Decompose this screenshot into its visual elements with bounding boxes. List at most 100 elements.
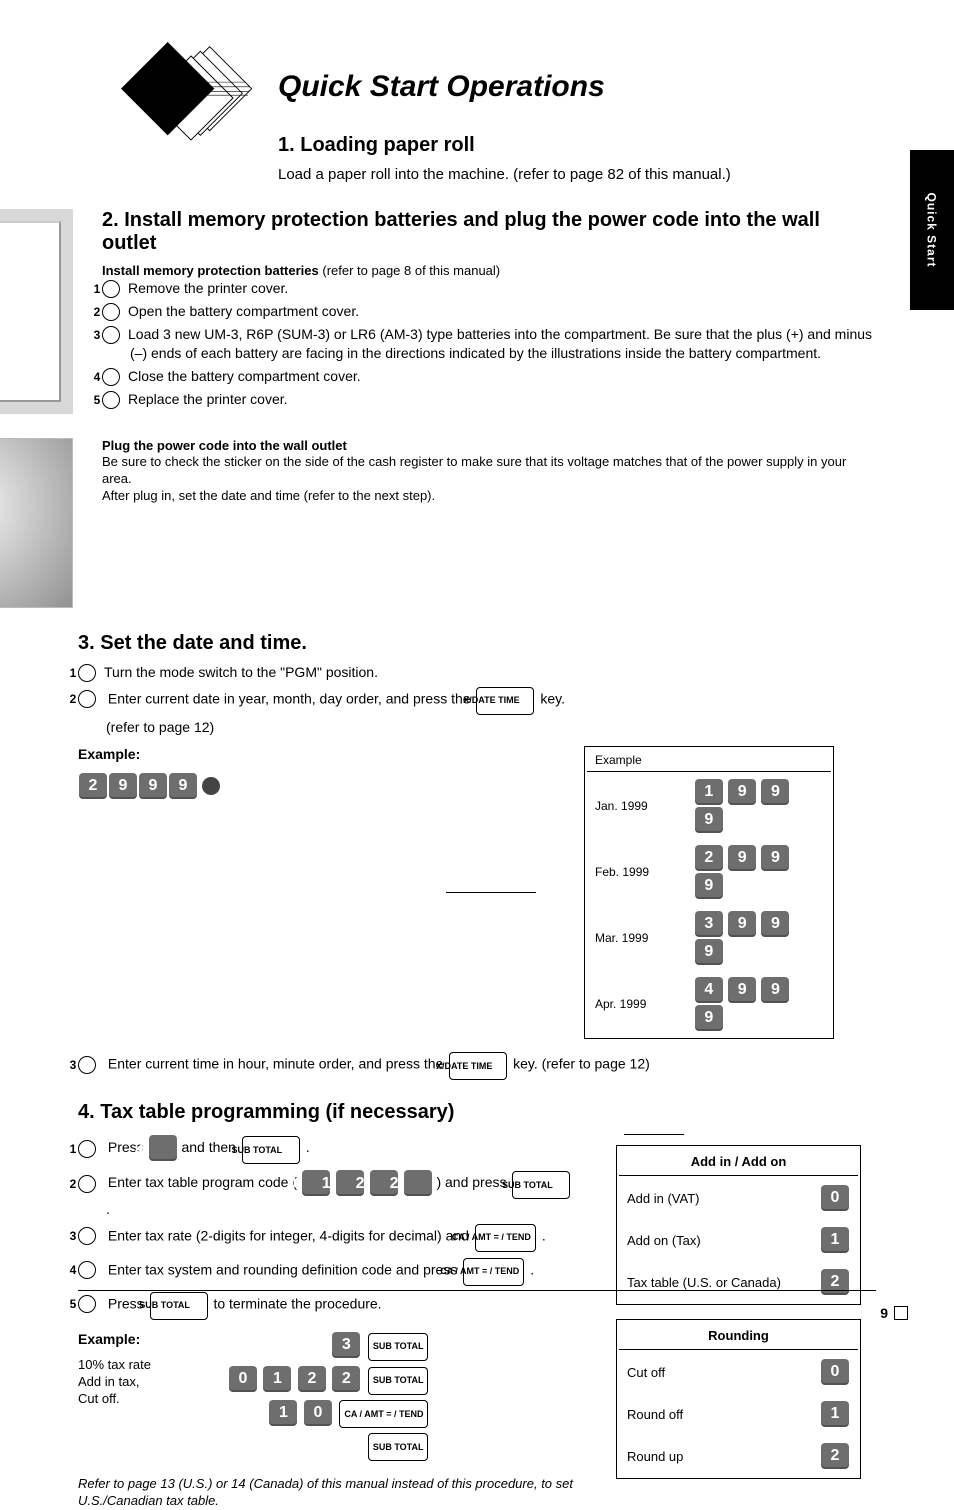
addin-head: Add in / Add on xyxy=(619,1148,858,1176)
digit-key: 9 xyxy=(761,779,789,805)
page-number-value: 9 xyxy=(880,1305,888,1321)
digit-key: 0 xyxy=(229,1366,257,1392)
step3-example-row: Example: 2 9 9 9 Example Jan. 1999 1 xyxy=(78,746,876,1039)
step4-ex-l3: Cut off. xyxy=(78,1391,208,1408)
date-row-keys: 3 9 9 9 xyxy=(686,906,831,970)
addin-row-label: Tax table (U.S. or Canada) xyxy=(619,1262,806,1302)
step4-example-label: Example: xyxy=(78,1331,208,1347)
rounding-row-label: Round off xyxy=(619,1394,764,1434)
step4-i3-b: . xyxy=(542,1227,546,1243)
step4-i3-a: Enter tax rate (2-digits for integer, 4-… xyxy=(108,1227,473,1243)
digit-key: 3 xyxy=(149,1135,177,1161)
date-table-head: Example xyxy=(587,749,831,772)
digit-key: 9 xyxy=(728,845,756,871)
ca-amt-tend-key: CA / AMT = / TEND xyxy=(339,1400,428,1428)
digit-key: 9 xyxy=(761,977,789,1003)
step2-batt-i2-text: Open the battery compartment cover. xyxy=(128,303,359,319)
step3-example-right: Example Jan. 1999 1 9 9 9 Feb. 1999 2 9 xyxy=(584,746,876,1039)
step2-plug-block: Plug the power code into the wall outlet… xyxy=(102,438,876,506)
xdatetime-key: X/DATE TIME xyxy=(449,1052,507,1080)
step4-i1: 1 Press 3 and then SUB TOTAL . xyxy=(78,1134,576,1165)
step4-block: 4. Tax table programming (if necessary) … xyxy=(78,1101,876,1510)
digit-key: 2 xyxy=(404,1170,432,1196)
addin-table: Add in / Add on Add in (VAT) 0 Add on (T… xyxy=(616,1145,861,1305)
section-1-row: 2. Install memory protection batteries a… xyxy=(78,209,876,414)
rounding-head: Rounding xyxy=(619,1322,858,1350)
step4-i4: 4 Enter tax system and rounding definiti… xyxy=(78,1257,576,1287)
step2-batt-i5-text: Replace the printer cover. xyxy=(128,391,288,407)
digit-key: 9 xyxy=(139,773,167,799)
digit-key: 3 xyxy=(332,1332,360,1358)
date-row-keys: 2 9 9 9 xyxy=(686,840,831,904)
step2-plug-l1: Be sure to check the sticker on the side… xyxy=(102,454,876,488)
step3-i3-b: key. (refer to page 12) xyxy=(513,1056,650,1072)
date-row-label: Jan. 1999 xyxy=(587,774,684,838)
digit-key: 9 xyxy=(695,873,723,899)
rounding-table: Rounding Cut off 0 Round off 1 Round up … xyxy=(616,1319,861,1479)
date-row-label: Apr. 1999 xyxy=(587,972,684,1036)
right-arrow-icon xyxy=(624,1134,684,1135)
step2-plug-heading-label: Plug the power code into the wall outlet xyxy=(102,438,347,453)
step3-i3: 3 Enter current time in hour, minute ord… xyxy=(78,1051,876,1081)
digit-key: 1 xyxy=(263,1366,291,1392)
step3-i2-a: Enter current date in year, month, day o… xyxy=(108,690,475,706)
step2-block: 2. Install memory protection batteries a… xyxy=(102,209,876,414)
step2-batt-heading-note: (refer to page 8 of this manual) xyxy=(322,263,500,278)
step2-batt-heading-label: Install memory protection batteries xyxy=(102,263,319,278)
page-root: Quick Start Quick Start Operations 1. Lo… xyxy=(0,0,954,1351)
digit-key: 1 xyxy=(821,1227,849,1253)
step4-i1-c: . xyxy=(306,1140,310,1156)
step2-plug-heading: Plug the power code into the wall outlet xyxy=(102,438,876,455)
subtotal-key: SUB TOTAL xyxy=(512,1171,570,1199)
step4-note: Refer to page 13 (U.S.) or 14 (Canada) o… xyxy=(78,1476,576,1510)
step1-heading: 1. Loading paper roll xyxy=(278,134,876,157)
step4-i2-a: Enter tax table program code ( xyxy=(108,1175,297,1191)
step3-list: 1Turn the mode switch to the "PGM" posit… xyxy=(78,663,876,737)
date-row-label: Mar. 1999 xyxy=(587,906,684,970)
subtotal-key: SUB TOTAL xyxy=(368,1333,429,1361)
footer-rule xyxy=(78,1290,876,1291)
digit-key: 9 xyxy=(728,779,756,805)
step4-left: 1 Press 3 and then SUB TOTAL . 2 Enter t… xyxy=(78,1134,576,1510)
digit-key: 1 xyxy=(269,1400,297,1426)
step2-heading: 2. Install memory protection batteries a… xyxy=(102,209,876,255)
step2-batt-heading: Install memory protection batteries (ref… xyxy=(102,263,876,280)
digit-key: 9 xyxy=(761,845,789,871)
digit-key: 2 xyxy=(332,1366,360,1392)
step3-heading: 3. Set the date and time. xyxy=(78,632,876,655)
rounding-row-label: Round up xyxy=(619,1436,764,1476)
subtotal-key: SUB TOTAL xyxy=(368,1367,429,1395)
addin-row-label: Add in (VAT) xyxy=(619,1178,806,1218)
step1-lead: Load a paper roll into the machine. (ref… xyxy=(278,165,876,185)
digit-key: 1 xyxy=(695,779,723,805)
step4-right: Add in / Add on Add in (VAT) 0 Add on (T… xyxy=(616,1134,876,1493)
step4-list: 1 Press 3 and then SUB TOTAL . 2 Enter t… xyxy=(78,1134,576,1321)
step2-batt-i1: 1Remove the printer cover. xyxy=(102,279,876,298)
xdatetime-key: X/DATE TIME xyxy=(476,687,534,715)
step4-cols: 1 Press 3 and then SUB TOTAL . 2 Enter t… xyxy=(78,1134,876,1510)
digit-key: 2 xyxy=(695,845,723,871)
step3-block: 3. Set the date and time. 1Turn the mode… xyxy=(78,632,876,1082)
digit-key: 9 xyxy=(695,1005,723,1031)
step4-ex-l2: Add in tax, xyxy=(78,1374,208,1391)
enter-dot-icon xyxy=(202,777,220,795)
digit-key: 9 xyxy=(695,939,723,965)
step4-i4-a: Enter tax system and rounding definition… xyxy=(108,1261,461,1277)
digit-key: 2 xyxy=(821,1269,849,1295)
date-row-label: Feb. 1999 xyxy=(587,840,684,904)
step3-i3-a: Enter current time in hour, minute order… xyxy=(108,1056,447,1072)
step2-batt-i1-text: Remove the printer cover. xyxy=(128,280,288,296)
date-example-table: Example Jan. 1999 1 9 9 9 Feb. 1999 2 9 xyxy=(584,746,834,1039)
step3-example-label: Example: xyxy=(78,746,398,762)
step4-i2-b: ) and press xyxy=(436,1175,510,1191)
digit-key: 3 xyxy=(695,911,723,937)
ca-amt-tend-key: CA / AMT = / TEND xyxy=(463,1258,524,1286)
step4-example-left: Example: 10% tax rate Add in tax, Cut of… xyxy=(78,1331,208,1408)
digit-key: 2 xyxy=(821,1443,849,1469)
digit-key: 1 xyxy=(821,1401,849,1427)
register-photo xyxy=(0,438,78,608)
content-area: Quick Start Operations 1. Loading paper … xyxy=(278,70,876,185)
step4-i2-c: . xyxy=(106,1201,110,1217)
digit-key: 9 xyxy=(695,807,723,833)
step4-heading: 4. Tax table programming (if necessary) xyxy=(78,1101,876,1124)
